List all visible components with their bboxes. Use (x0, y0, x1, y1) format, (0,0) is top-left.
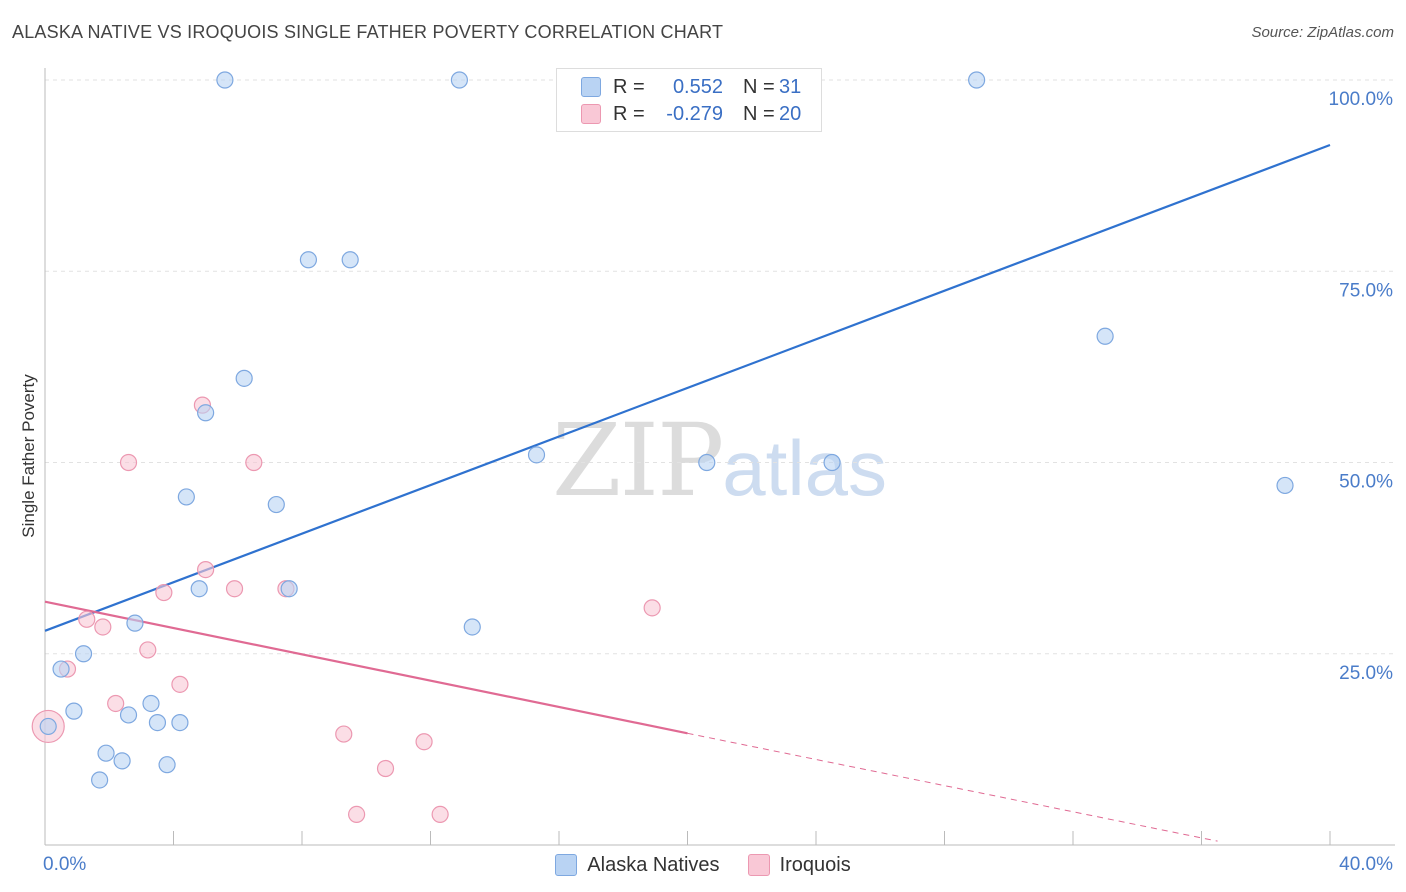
legend-n-label: N = (743, 75, 775, 98)
legend-n-value: 20 (779, 102, 802, 125)
y-tick-label: 100.0% (1329, 89, 1394, 110)
point-alaska-natives (1276, 476, 1294, 495)
point-alaska-natives (52, 660, 70, 678)
point-alaska-natives (113, 752, 131, 770)
legend-n-label: N = (743, 102, 775, 125)
point-alaska-natives (527, 446, 546, 464)
legend-r-label: R = (613, 102, 645, 125)
x-tick-label-min: 0.0% (43, 854, 86, 875)
point-alaska-natives (119, 706, 138, 724)
trendlines (44, 143, 1331, 842)
point-alaska-natives (148, 713, 167, 732)
y-tick-label: 25.0% (1339, 663, 1393, 684)
point-alaska-natives (463, 618, 481, 636)
data-points (31, 71, 1294, 824)
legend-r-label: R = (613, 75, 645, 98)
point-alaska-natives (126, 614, 144, 632)
point-alaska-natives (190, 580, 208, 598)
grid-lines (45, 79, 1395, 655)
point-alaska-natives (698, 453, 716, 472)
y-tick-label: 50.0% (1339, 472, 1393, 493)
y-axis-label: Single Father Poverty (19, 374, 38, 538)
point-alaska-natives (177, 488, 195, 506)
point-alaska-natives (1096, 327, 1114, 345)
point-iroquois (245, 453, 263, 472)
legend-r-value: 0.552 (672, 75, 723, 98)
legend-r-value: -0.279 (666, 102, 723, 125)
legend-item-iroquois: Iroquois (747, 853, 851, 877)
point-alaska-natives (823, 453, 841, 472)
legend-label: Iroquois (779, 853, 851, 876)
watermark-zip: ZIP (552, 402, 724, 519)
trendline-iroquois-extension (687, 732, 1218, 842)
legend-n-value: 31 (779, 75, 802, 98)
chart-title: ALASKA NATIVE VS IROQUOIS SINGLE FATHER … (12, 22, 724, 42)
point-iroquois (171, 675, 189, 693)
series-legend: Alaska Natives Iroquois (0, 852, 1406, 878)
point-alaska-natives (74, 645, 93, 663)
point-iroquois (643, 599, 661, 617)
legend-swatch-blue (555, 854, 578, 876)
point-iroquois (335, 725, 353, 743)
legend-label: Alaska Natives (587, 853, 720, 876)
watermark: ZIPatlas (552, 402, 887, 519)
legend-row-iroquois: R = -0.279 N = 20 (581, 101, 801, 127)
point-alaska-natives (267, 495, 285, 514)
point-alaska-natives (91, 771, 109, 789)
point-alaska-natives (968, 71, 986, 89)
legend-swatch-pink (581, 104, 601, 124)
legend-swatch-pink (747, 854, 770, 876)
point-alaska-natives (235, 369, 253, 387)
point-alaska-natives (158, 756, 176, 774)
point-alaska-natives (197, 404, 215, 422)
point-alaska-natives (39, 717, 57, 736)
point-alaska-natives (216, 71, 234, 89)
correlation-legend: R = 0.552 N = 31 R = -0.279 N = 20 (556, 68, 822, 132)
point-iroquois (78, 610, 96, 628)
source-label: Source: ZipAtlas.com (1251, 24, 1394, 41)
point-alaska-natives (65, 702, 83, 720)
point-iroquois (431, 805, 449, 824)
watermark-atlas: atlas (722, 424, 888, 512)
y-tick-label: 75.0% (1339, 280, 1393, 301)
x-tick-label-max: 40.0% (1339, 854, 1393, 875)
trendline-iroquois (44, 600, 688, 735)
point-iroquois (119, 453, 138, 472)
trendline-alaska-natives (44, 143, 1331, 632)
point-iroquois (225, 580, 244, 598)
point-iroquois (415, 733, 433, 751)
point-iroquois (107, 694, 125, 713)
legend-row-alaska-natives: R = 0.552 N = 31 (581, 74, 801, 100)
point-alaska-natives (142, 694, 160, 713)
legend-swatch-blue (581, 77, 601, 97)
axes (44, 68, 1395, 846)
point-alaska-natives (280, 580, 298, 598)
point-alaska-natives (299, 251, 318, 269)
point-alaska-natives (341, 251, 359, 269)
tick-labels: 25.0% 50.0% 75.0% 100.0% 0.0% 40.0% (43, 89, 1393, 875)
point-alaska-natives (450, 71, 469, 89)
point-iroquois (94, 618, 112, 636)
point-alaska-natives (97, 744, 115, 762)
point-alaska-natives (171, 713, 189, 732)
point-iroquois (139, 641, 157, 659)
point-iroquois (197, 560, 215, 579)
point-iroquois (376, 759, 395, 778)
point-iroquois (155, 583, 173, 602)
legend-item-alaska-natives: Alaska Natives (555, 853, 720, 877)
point-iroquois (348, 805, 366, 824)
